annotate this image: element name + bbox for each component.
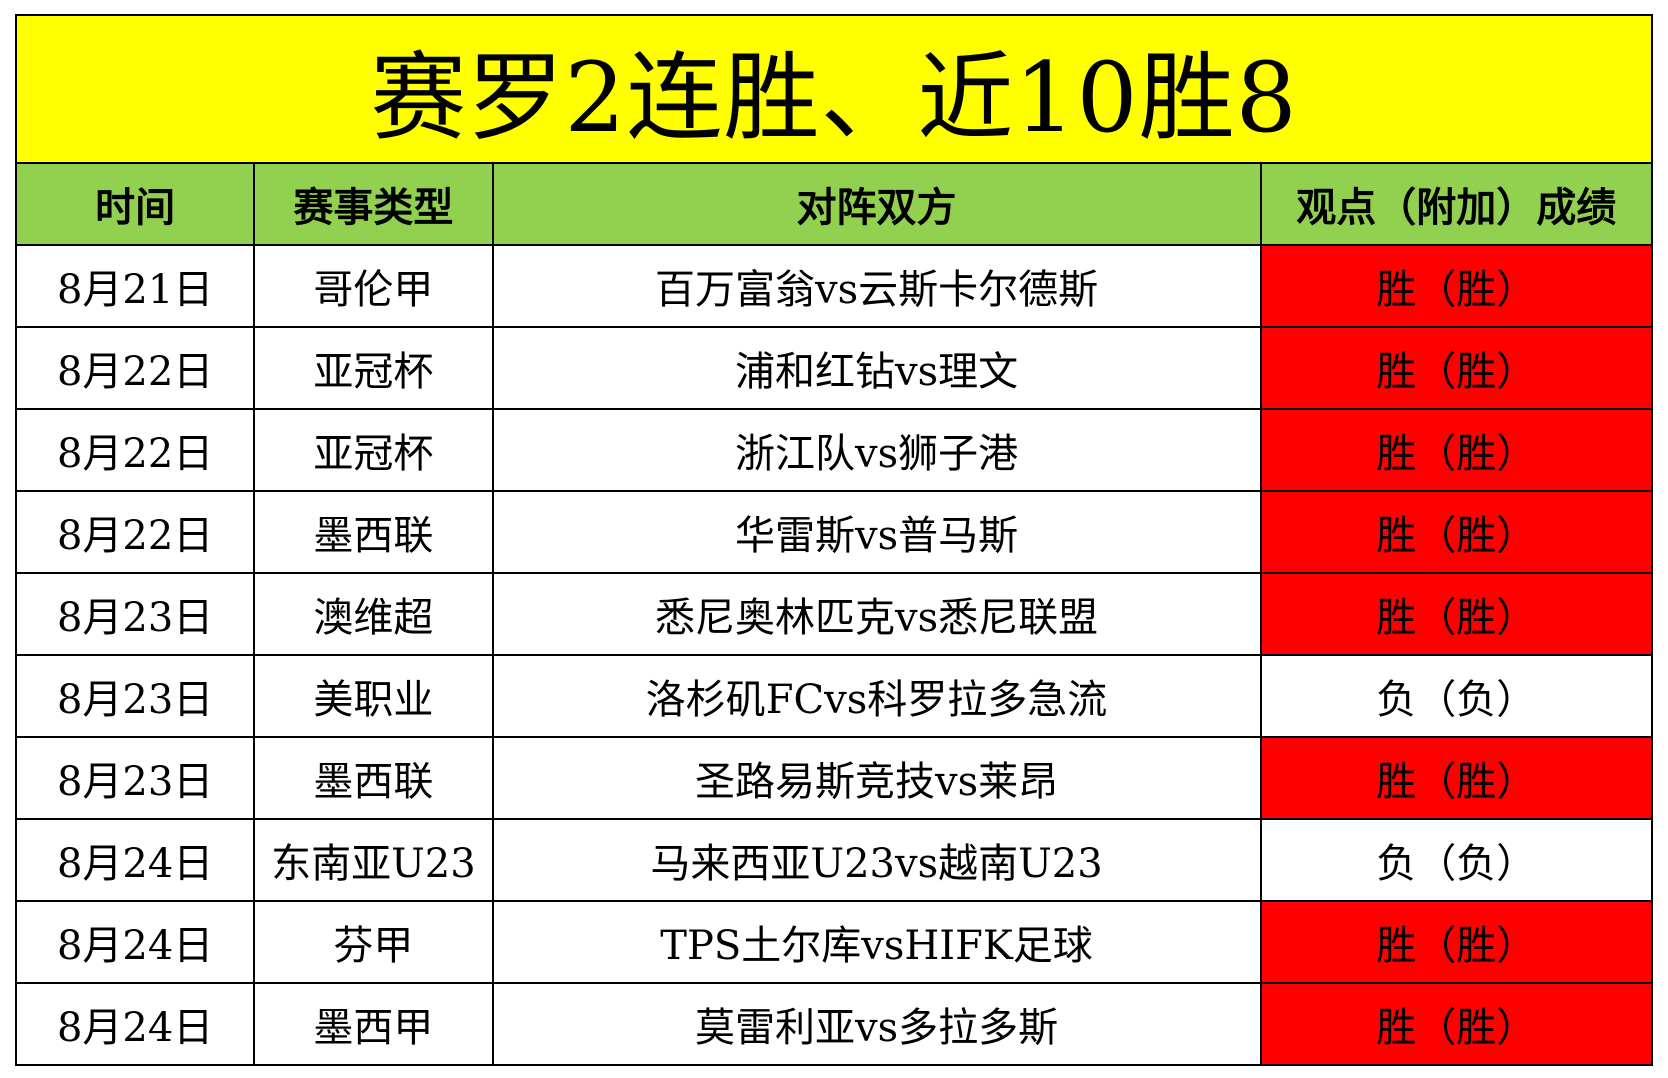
- date-cell: 8月22日: [14, 408, 256, 492]
- match-cell: 浦和红钻vs理文: [491, 326, 1262, 410]
- league-cell: 哥伦甲: [253, 244, 494, 328]
- match-cell: 圣路易斯竞技vs莱昂: [491, 736, 1262, 820]
- league-cell: 墨西联: [253, 490, 494, 574]
- result-cell: 胜（胜）: [1259, 490, 1654, 574]
- table-row: 8月23日 墨西联 圣路易斯竞技vs莱昂 胜（胜）: [14, 736, 1654, 820]
- league-cell: 芬甲: [253, 900, 494, 984]
- result-cell: 胜（胜）: [1259, 900, 1654, 984]
- date-cell: 8月21日: [14, 244, 256, 328]
- table-row: 8月24日 芬甲 TPS土尔库vsHIFK足球 胜（胜）: [14, 900, 1654, 984]
- league-cell: 亚冠杯: [253, 326, 494, 410]
- match-cell: 百万富翁vs云斯卡尔德斯: [491, 244, 1262, 328]
- league-cell: 美职业: [253, 654, 494, 738]
- title-row: 赛罗2连胜、近10胜8: [15, 14, 1653, 164]
- result-cell: 胜（胜）: [1259, 244, 1654, 328]
- result-cell: 胜（胜）: [1259, 326, 1654, 410]
- league-cell: 澳维超: [253, 572, 494, 656]
- page-title: 赛罗2连胜、近10胜8: [15, 14, 1653, 164]
- match-cell: TPS土尔库vsHIFK足球: [491, 900, 1262, 984]
- result-cell: 胜（胜）: [1259, 408, 1654, 492]
- match-cell: 华雷斯vs普马斯: [491, 490, 1262, 574]
- table-row: 8月22日 亚冠杯 浦和红钻vs理文 胜（胜）: [14, 326, 1654, 410]
- result-cell: 负（负）: [1259, 654, 1654, 738]
- header-row: 时间 赛事类型 对阵双方 观点（附加）成绩: [14, 162, 1654, 246]
- result-cell: 胜（胜）: [1259, 572, 1654, 656]
- result-cell: 胜（胜）: [1259, 736, 1654, 820]
- date-cell: 8月23日: [14, 572, 256, 656]
- match-cell: 莫雷利亚vs多拉多斯: [491, 982, 1262, 1066]
- table-row: 8月24日 东南亚U23 马来西亚U23vs越南U23 负（负）: [14, 818, 1654, 902]
- date-cell: 8月24日: [14, 900, 256, 984]
- match-cell: 浙江队vs狮子港: [491, 408, 1262, 492]
- column-header-match: 对阵双方: [491, 162, 1262, 246]
- column-header-league: 赛事类型: [253, 162, 494, 246]
- table-row: 8月24日 墨西甲 莫雷利亚vs多拉多斯 胜（胜）: [14, 982, 1654, 1066]
- table-row: 8月23日 澳维超 悉尼奥林匹克vs悉尼联盟 胜（胜）: [14, 572, 1654, 656]
- table-row: 8月22日 亚冠杯 浙江队vs狮子港 胜（胜）: [14, 408, 1654, 492]
- table-body: 8月21日 哥伦甲 百万富翁vs云斯卡尔德斯 胜（胜） 8月22日 亚冠杯 浦和…: [14, 244, 1654, 1066]
- date-cell: 8月24日: [14, 982, 256, 1066]
- match-cell: 马来西亚U23vs越南U23: [491, 818, 1262, 902]
- table-row: 8月23日 美职业 洛杉矶FCvs科罗拉多急流 负（负）: [14, 654, 1654, 738]
- table-row: 8月22日 墨西联 华雷斯vs普马斯 胜（胜）: [14, 490, 1654, 574]
- result-cell: 负（负）: [1259, 818, 1654, 902]
- date-cell: 8月23日: [14, 736, 256, 820]
- match-cell: 洛杉矶FCvs科罗拉多急流: [491, 654, 1262, 738]
- result-cell: 胜（胜）: [1259, 982, 1654, 1066]
- date-cell: 8月23日: [14, 654, 256, 738]
- league-cell: 墨西甲: [253, 982, 494, 1066]
- date-cell: 8月22日: [14, 326, 256, 410]
- match-cell: 悉尼奥林匹克vs悉尼联盟: [491, 572, 1262, 656]
- results-table: 赛罗2连胜、近10胜8 时间 赛事类型 对阵双方 观点（附加）成绩 8月21日 …: [14, 14, 1654, 1066]
- date-cell: 8月22日: [14, 490, 256, 574]
- column-header-result: 观点（附加）成绩: [1259, 162, 1654, 246]
- league-cell: 亚冠杯: [253, 408, 494, 492]
- league-cell: 墨西联: [253, 736, 494, 820]
- column-header-date: 时间: [14, 162, 256, 246]
- league-cell: 东南亚U23: [253, 818, 494, 902]
- date-cell: 8月24日: [14, 818, 256, 902]
- table-row: 8月21日 哥伦甲 百万富翁vs云斯卡尔德斯 胜（胜）: [14, 244, 1654, 328]
